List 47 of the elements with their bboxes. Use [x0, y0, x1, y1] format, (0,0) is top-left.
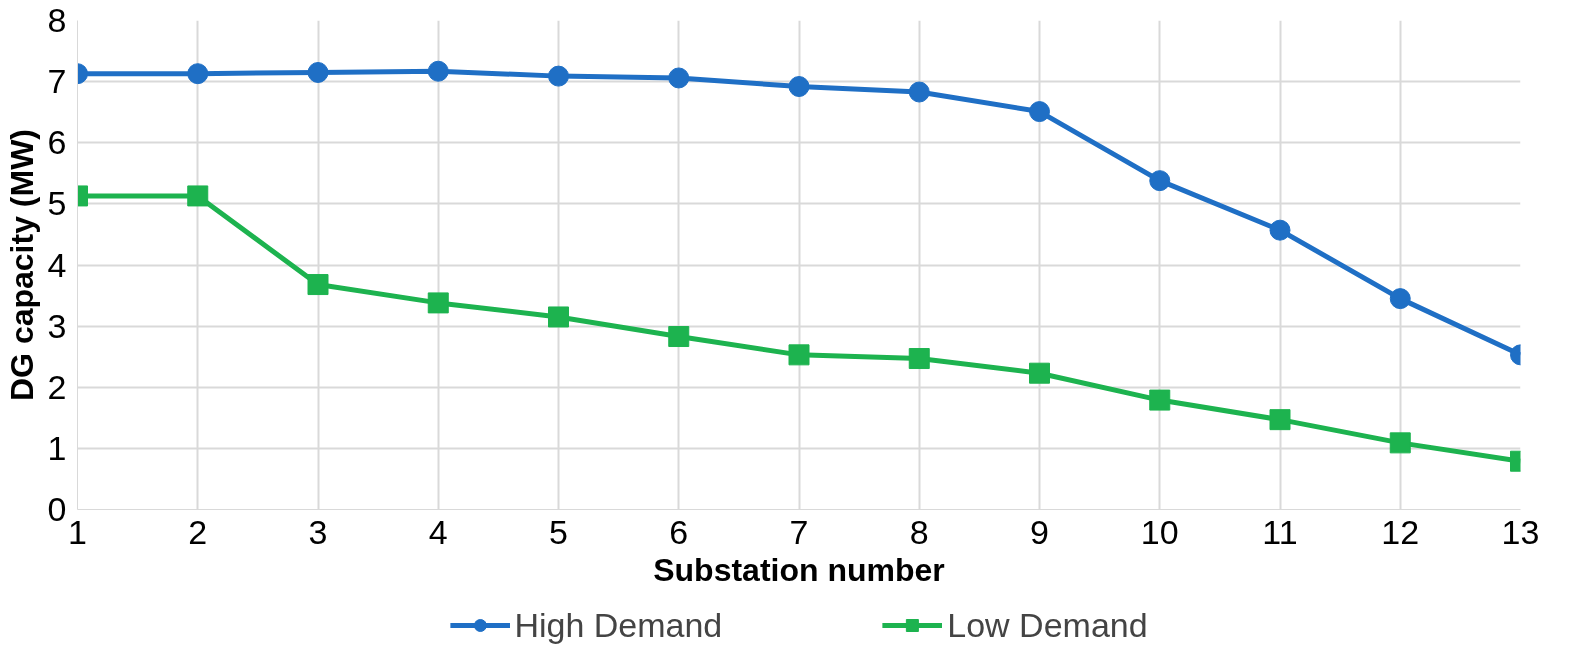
point	[788, 344, 810, 366]
x-tick-label: 8	[909, 512, 929, 551]
y-axis-title: DG capacity (MW)	[3, 128, 40, 402]
point	[187, 63, 209, 85]
point	[1389, 432, 1411, 454]
legend-label: Low Demand	[947, 605, 1148, 645]
y-tick-label: 4	[47, 245, 67, 284]
point	[548, 65, 569, 87]
point	[1149, 170, 1171, 192]
x-tick-label: 7	[789, 512, 809, 551]
point	[1149, 389, 1171, 411]
x-tick-label: 11	[1262, 512, 1298, 551]
point	[548, 306, 569, 328]
point	[788, 76, 810, 97]
point	[307, 61, 329, 83]
point	[1029, 101, 1050, 123]
point	[427, 292, 449, 314]
point	[668, 326, 690, 348]
x-tick-label: 9	[1030, 512, 1049, 551]
y-tick-label: 1	[47, 428, 67, 467]
y-tick-label: 5	[47, 184, 67, 223]
x-tick-label: 13	[1501, 512, 1540, 551]
point	[427, 60, 449, 82]
point	[1029, 362, 1050, 384]
y-tick-label: 0	[47, 490, 67, 528]
x-tick-label: 4	[428, 512, 448, 551]
point	[1269, 219, 1291, 241]
y-tick-label: 7	[47, 62, 67, 101]
y-tick-label: 2	[47, 367, 67, 406]
point	[307, 274, 329, 296]
x-axis-title: Substation number	[653, 551, 945, 588]
point	[187, 185, 209, 207]
point	[908, 81, 930, 103]
x-tick-label: 10	[1140, 512, 1179, 551]
x-tick-label: 2	[188, 512, 208, 551]
legend-label: High Demand	[514, 605, 723, 645]
point	[1389, 288, 1411, 310]
point	[1269, 409, 1291, 431]
x-tick-label: 6	[669, 512, 689, 551]
y-tick-label: 3	[47, 306, 67, 345]
x-tick-label: 3	[308, 512, 328, 551]
point	[908, 348, 930, 370]
x-tick-label: 5	[549, 512, 568, 551]
x-tick-label: 12	[1381, 512, 1420, 551]
y-tick-label: 6	[47, 123, 67, 162]
point	[668, 67, 690, 89]
y-tick-label: 8	[47, 1, 67, 39]
